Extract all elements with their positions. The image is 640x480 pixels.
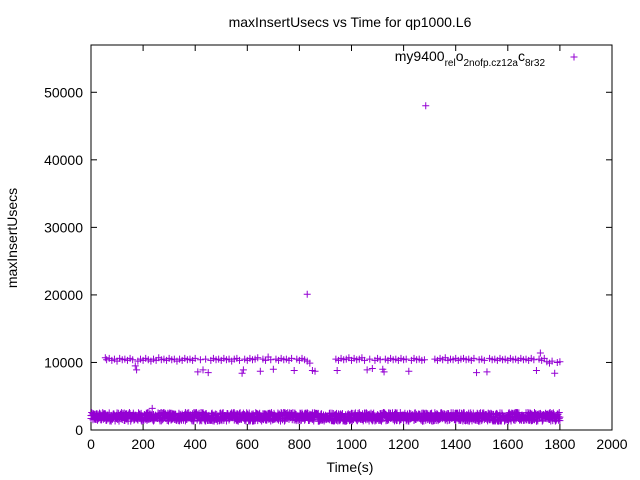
- y-tick-label: 10000: [44, 354, 83, 370]
- data-point: [290, 367, 298, 375]
- data-point: [202, 355, 210, 363]
- data-point: [470, 354, 478, 362]
- data-point: [402, 355, 410, 363]
- y-tick-label: 30000: [44, 219, 83, 235]
- x-tick-label: 1400: [440, 436, 471, 452]
- data-point: [199, 366, 207, 374]
- data-point: [333, 367, 341, 375]
- data-point: [129, 356, 137, 364]
- y-tick-label: 20000: [44, 287, 83, 303]
- legend-label-part: 8r32: [525, 58, 545, 69]
- data-point: [189, 417, 197, 425]
- data-point: [530, 356, 538, 364]
- data-point: [420, 356, 428, 364]
- data-points: [87, 102, 564, 425]
- x-tick-label: 200: [131, 436, 155, 452]
- x-axis-label: Time(s): [327, 459, 374, 475]
- data-point: [256, 367, 264, 375]
- data-point: [473, 369, 481, 377]
- data-point: [194, 368, 202, 376]
- data-point: [288, 354, 296, 362]
- data-point: [131, 362, 139, 370]
- legend-label: my9400relo2nofp.cz12ac8r32: [395, 48, 546, 69]
- legend-marker: [570, 53, 578, 61]
- x-tick-label: 1600: [492, 436, 523, 452]
- data-point: [480, 356, 488, 364]
- x-tick-label: 600: [236, 436, 260, 452]
- data-point: [269, 365, 277, 373]
- data-point: [191, 354, 199, 362]
- data-point: [405, 367, 413, 375]
- x-tick-label: 1000: [336, 436, 367, 452]
- data-point: [235, 356, 243, 364]
- x-tick-label: 800: [288, 436, 312, 452]
- legend: my9400relo2nofp.cz12ac8r32: [395, 48, 578, 69]
- data-point: [306, 359, 314, 367]
- data-point: [303, 290, 311, 298]
- data-point: [368, 365, 376, 373]
- data-point: [366, 355, 374, 363]
- data-point: [239, 366, 247, 374]
- x-tick-label: 400: [184, 436, 208, 452]
- data-point: [376, 356, 384, 364]
- legend-label-part: my9400: [395, 48, 445, 64]
- data-point: [267, 356, 275, 364]
- legend-label-part: rel: [445, 58, 456, 69]
- x-tick-label: 1200: [388, 436, 419, 452]
- legend-label-part: 2nofp.cz12a: [463, 58, 518, 69]
- data-point: [204, 369, 212, 377]
- plot-border: [90, 44, 613, 431]
- x-axis: 0 200 400 600 800 1000 1200 1400 1600 1800 2000: [87, 45, 628, 452]
- legend-label-part: c: [518, 48, 525, 64]
- data-point: [148, 404, 156, 412]
- y-tick-label: 50000: [44, 84, 83, 100]
- data-point: [556, 417, 564, 425]
- data-point: [483, 368, 491, 376]
- data-point: [536, 349, 544, 357]
- chart-title: maxInsertUsecs vs Time for qp1000.L6: [229, 14, 472, 30]
- data-point: [556, 358, 564, 366]
- data-point: [311, 367, 319, 375]
- x-tick-label: 2000: [596, 436, 627, 452]
- data-point: [241, 416, 249, 424]
- data-point: [361, 356, 369, 364]
- legend-label-part: o: [456, 48, 464, 64]
- data-point: [532, 367, 540, 375]
- data-point: [551, 369, 559, 377]
- data-point: [238, 369, 246, 377]
- y-axis: 0 10000 20000 30000 40000 50000: [44, 84, 612, 438]
- data-point: [196, 356, 204, 364]
- x-tick-label: 0: [87, 436, 95, 452]
- y-tick-label: 0: [75, 422, 83, 438]
- x-tick-label: 1800: [544, 436, 575, 452]
- data-point: [338, 409, 346, 417]
- y-tick-label: 40000: [44, 152, 83, 168]
- data-point: [363, 366, 371, 374]
- y-axis-label: maxInsertUsecs: [4, 188, 20, 288]
- data-point: [422, 102, 430, 110]
- data-point: [380, 368, 388, 376]
- plot-area: [90, 44, 613, 431]
- data-point: [254, 354, 262, 362]
- data-point: [538, 417, 546, 425]
- data-point: [133, 366, 141, 374]
- legend-marker-symbol: [570, 53, 578, 61]
- data-point: [548, 357, 556, 365]
